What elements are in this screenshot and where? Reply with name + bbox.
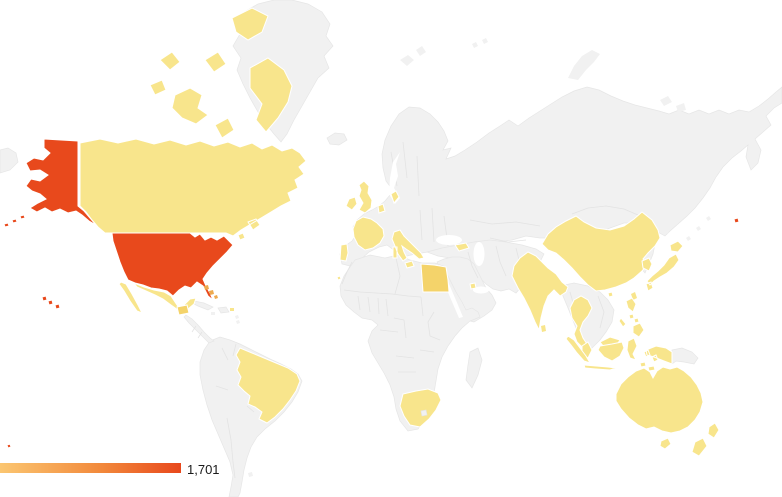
region-new-zealand[interactable] — [691, 422, 720, 457]
region-chukotka-fragment[interactable] — [0, 147, 19, 174]
persian-gulf — [473, 286, 489, 294]
region-denmark[interactable] — [390, 190, 400, 205]
region-papua-new-guinea[interactable] — [671, 347, 699, 365]
region-kuwait[interactable] — [469, 282, 477, 290]
region-australia[interactable] — [615, 366, 704, 450]
legend-max-label: 1,701 — [187, 462, 220, 477]
region-south-africa[interactable] — [399, 388, 442, 428]
region-ireland[interactable] — [345, 196, 358, 211]
region-puerto-rico[interactable] — [230, 308, 234, 311]
region-canada[interactable] — [79, 7, 307, 241]
region-hispaniola[interactable] — [217, 306, 230, 314]
region-united-kingdom[interactable] — [358, 180, 373, 214]
region-mexico[interactable] — [118, 281, 197, 314]
region-china[interactable] — [541, 211, 661, 298]
data-regions — [3, 7, 740, 457]
region-thailand[interactable] — [569, 295, 593, 349]
region-philippines[interactable] — [618, 297, 645, 338]
region-south-korea[interactable] — [641, 257, 653, 272]
legend-gradient-bar — [0, 463, 181, 473]
region-sri-lanka[interactable] — [541, 325, 546, 332]
region-iceland[interactable] — [326, 132, 348, 146]
region-indonesia[interactable] — [565, 335, 673, 372]
black-sea — [436, 235, 462, 245]
caspian-sea — [473, 242, 485, 266]
region-italy[interactable] — [391, 229, 425, 269]
region-india[interactable] — [511, 251, 569, 332]
region-central-america[interactable] — [183, 314, 215, 344]
legend: 1,701 — [0, 462, 220, 477]
region-guatemala[interactable] — [176, 304, 190, 316]
region-france[interactable] — [352, 216, 385, 251]
region-egypt[interactable] — [420, 263, 450, 293]
baltic-sea — [389, 152, 400, 204]
region-cuba[interactable] — [191, 300, 214, 311]
region-bahamas[interactable] — [204, 285, 218, 299]
region-madagascar[interactable] — [465, 347, 483, 389]
region-portugal[interactable] — [336, 243, 349, 281]
region-united-states[interactable] — [3, 138, 740, 449]
region-netherlands[interactable] — [377, 203, 386, 214]
region-brazil[interactable] — [235, 347, 301, 424]
region-japan[interactable] — [645, 240, 684, 292]
region-lesotho[interactable] — [420, 409, 428, 417]
region-georgia[interactable] — [454, 242, 470, 252]
